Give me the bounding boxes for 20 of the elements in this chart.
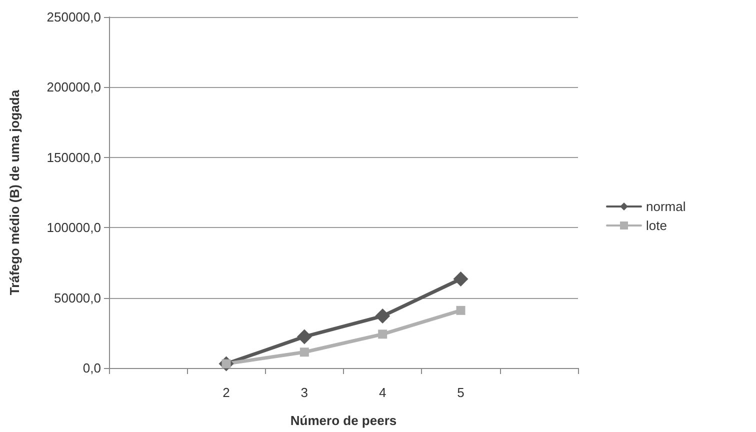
x-tick-label: 2 <box>222 385 230 400</box>
legend-label: lote <box>646 218 667 233</box>
point <box>296 329 312 344</box>
y-axis-title: Tráfego médio (B) de uma jogada <box>7 89 22 296</box>
y-tick-label: 150000,0 <box>46 150 101 165</box>
point <box>375 308 390 324</box>
y-tick-label: 200000,0 <box>46 80 101 95</box>
x-axis-title: Número de peers <box>290 413 397 428</box>
point <box>300 348 309 357</box>
x-tick-label: 3 <box>300 385 308 400</box>
point <box>456 306 466 315</box>
x-tick-label: 5 <box>457 385 464 400</box>
x-tick-label: 4 <box>378 385 386 400</box>
y-tick-label: 250000,0 <box>46 10 101 24</box>
point <box>453 271 468 286</box>
point <box>378 330 388 339</box>
y-tick-label: 50000,0 <box>54 290 101 306</box>
legend-label: normal <box>646 199 686 214</box>
y-tick-label: 0,0 <box>82 360 101 376</box>
y-tick-label: 100000,0 <box>46 220 101 236</box>
